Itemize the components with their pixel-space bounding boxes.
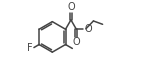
Text: O: O: [73, 37, 80, 47]
Text: O: O: [67, 2, 75, 12]
Text: O: O: [84, 24, 92, 34]
Text: F: F: [27, 43, 33, 53]
